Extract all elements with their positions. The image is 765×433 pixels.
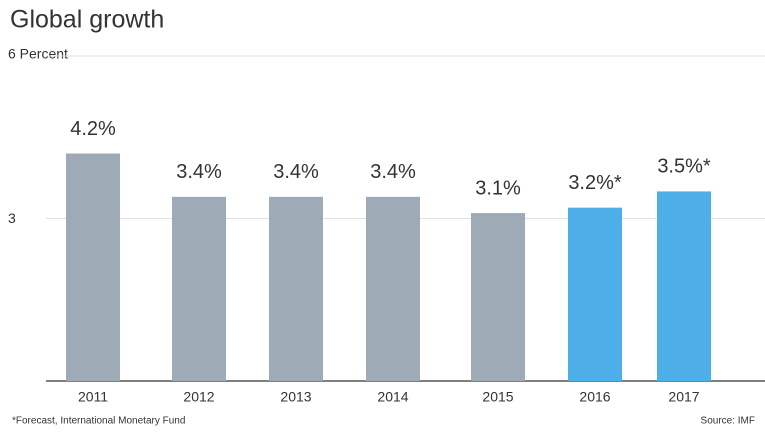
- chart-title: Global growth: [10, 6, 164, 34]
- source: Source: IMF: [701, 416, 755, 427]
- value-label: 3.4%: [370, 161, 416, 183]
- bar: [657, 191, 711, 381]
- x-tick-label: 2014: [377, 389, 408, 405]
- x-tick-label: 2012: [183, 389, 214, 405]
- value-label: 3.5%*: [657, 156, 711, 178]
- value-label: 3.2%*: [568, 172, 622, 194]
- x-tick-label: 2015: [482, 389, 513, 405]
- x-tick-label: 2011: [78, 389, 108, 405]
- bar: [66, 153, 120, 381]
- value-label: 3.4%: [176, 161, 222, 183]
- x-tick-label: 2016: [579, 389, 610, 405]
- x-tick-label: 2013: [280, 389, 311, 405]
- y-tick-label: 3: [8, 210, 16, 226]
- y-tick-label: 6 Percent: [8, 46, 68, 62]
- bar: [172, 196, 226, 381]
- bar: [471, 213, 525, 381]
- bar: [269, 196, 323, 381]
- bar: [568, 207, 622, 381]
- value-label: 3.1%: [475, 177, 521, 199]
- bar: [366, 196, 420, 381]
- value-label: 4.2%: [70, 118, 116, 140]
- footnote: *Forecast, International Monetary Fund: [12, 416, 185, 427]
- x-tick-label: 2017: [668, 389, 699, 405]
- value-label: 3.4%: [273, 161, 319, 183]
